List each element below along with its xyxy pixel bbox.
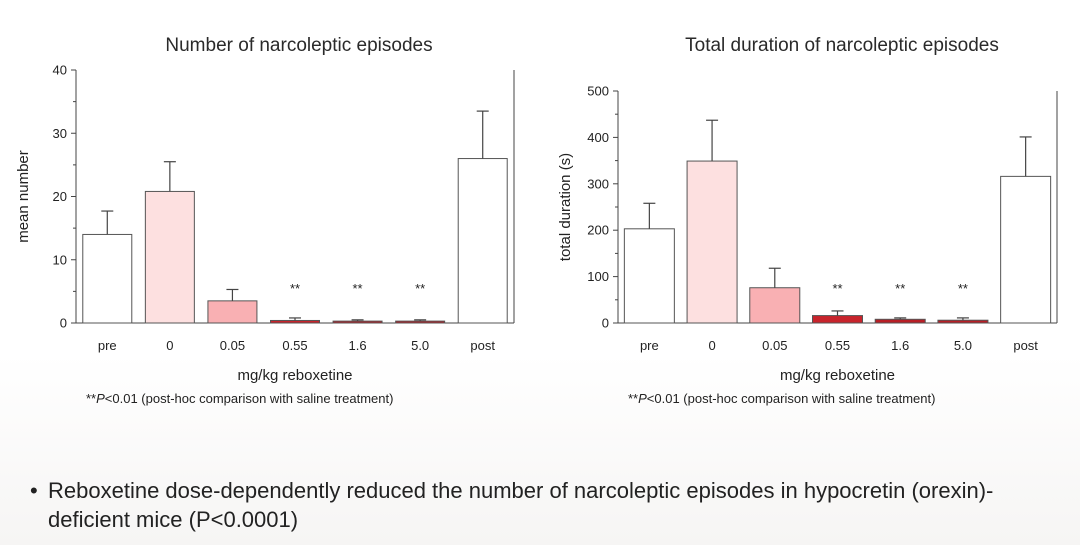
y-tick-label: 20 — [53, 189, 67, 204]
bar-1.6 — [874, 318, 926, 324]
chart-title: Total duration of narcoleptic episodes — [685, 35, 999, 56]
bar-5.0 — [937, 319, 989, 324]
bar-0.05 — [749, 287, 801, 324]
footnote-stars: ** — [628, 391, 638, 406]
bar-5.0 — [395, 320, 446, 324]
footnote-text: <0.01 (post-hoc comparison with saline t… — [105, 391, 394, 406]
y-tick-label: 30 — [53, 126, 67, 141]
x-tick-label: 0.55 — [282, 338, 307, 353]
x-axis-label: mg/kg reboxetine — [780, 367, 895, 384]
bar-post — [457, 158, 508, 324]
x-tick-label: 0 — [166, 338, 173, 353]
bar-0.05 — [207, 300, 258, 324]
footnote-text: <0.01 (post-hoc comparison with saline t… — [647, 391, 936, 406]
footnote-p: P — [638, 391, 647, 406]
x-axis-label: mg/kg reboxetine — [237, 367, 352, 384]
figure-charts: Number of narcoleptic episodes 0 10 20 30 40 m… — [15, 35, 1058, 406]
x-tick-label: pre — [640, 338, 659, 353]
footnote: **P<0.01 (post-hoc comparison with salin… — [628, 391, 935, 406]
significance-marker: ** — [832, 281, 842, 296]
y-tick-label: 200 — [587, 223, 609, 238]
y-tick-label: 500 — [587, 84, 609, 99]
footnote: **P<0.01 (post-hoc comparison with salin… — [86, 391, 393, 406]
bar-0 — [144, 190, 195, 324]
x-tick-label: post — [1013, 338, 1038, 353]
significance-marker: ** — [415, 281, 425, 296]
bar-0.55 — [270, 319, 320, 324]
bullet-point-icon: • — [30, 478, 38, 503]
y-tick-label: 100 — [587, 269, 609, 284]
x-tick-label: 0 — [708, 338, 715, 353]
x-tick-label: pre — [98, 338, 117, 353]
bar-1.6 — [332, 320, 383, 324]
summary-text: Reboxetine dose-dependently reduced the … — [48, 478, 994, 532]
bar-0 — [686, 160, 738, 324]
x-tick-label: 5.0 — [954, 338, 972, 353]
x-tick-label: 0.05 — [762, 338, 787, 353]
footnote-p: P — [96, 391, 105, 406]
x-tick-label: 0.05 — [220, 338, 245, 353]
chart-number-of-episodes: Number of narcoleptic episodes 0 10 20 30 40 m… — [15, 35, 515, 406]
y-axis-label: total duration (s) — [557, 153, 574, 261]
footnote-stars: ** — [86, 391, 96, 406]
y-tick-label: 40 — [53, 63, 67, 78]
chart-title: Number of narcoleptic episodes — [165, 35, 432, 56]
chart-total-duration: Total duration of narcoleptic episodes 0 1… — [557, 35, 1058, 406]
y-tick-label: 0 — [602, 316, 609, 331]
significance-marker: ** — [958, 281, 968, 296]
bar-pre — [82, 233, 133, 324]
summary-bullet: • Reboxetine dose-dependently reduced th… — [30, 476, 1060, 534]
x-tick-label: post — [470, 338, 495, 353]
significance-marker: ** — [353, 281, 363, 296]
bar-0.55 — [812, 315, 863, 324]
y-axis-label: mean number — [15, 150, 32, 243]
x-tick-label: 1.6 — [349, 338, 367, 353]
bar-pre — [623, 228, 675, 324]
y-tick-label: 10 — [53, 252, 67, 267]
y-tick-label: 0 — [60, 316, 67, 331]
x-tick-label: 5.0 — [411, 338, 429, 353]
significance-marker: ** — [895, 281, 905, 296]
y-tick-label: 400 — [587, 130, 609, 145]
bar-post — [1000, 175, 1052, 324]
y-tick-label: 300 — [587, 176, 609, 191]
x-tick-label: 1.6 — [891, 338, 909, 353]
significance-marker: ** — [290, 281, 300, 296]
x-tick-label: 0.55 — [825, 338, 850, 353]
